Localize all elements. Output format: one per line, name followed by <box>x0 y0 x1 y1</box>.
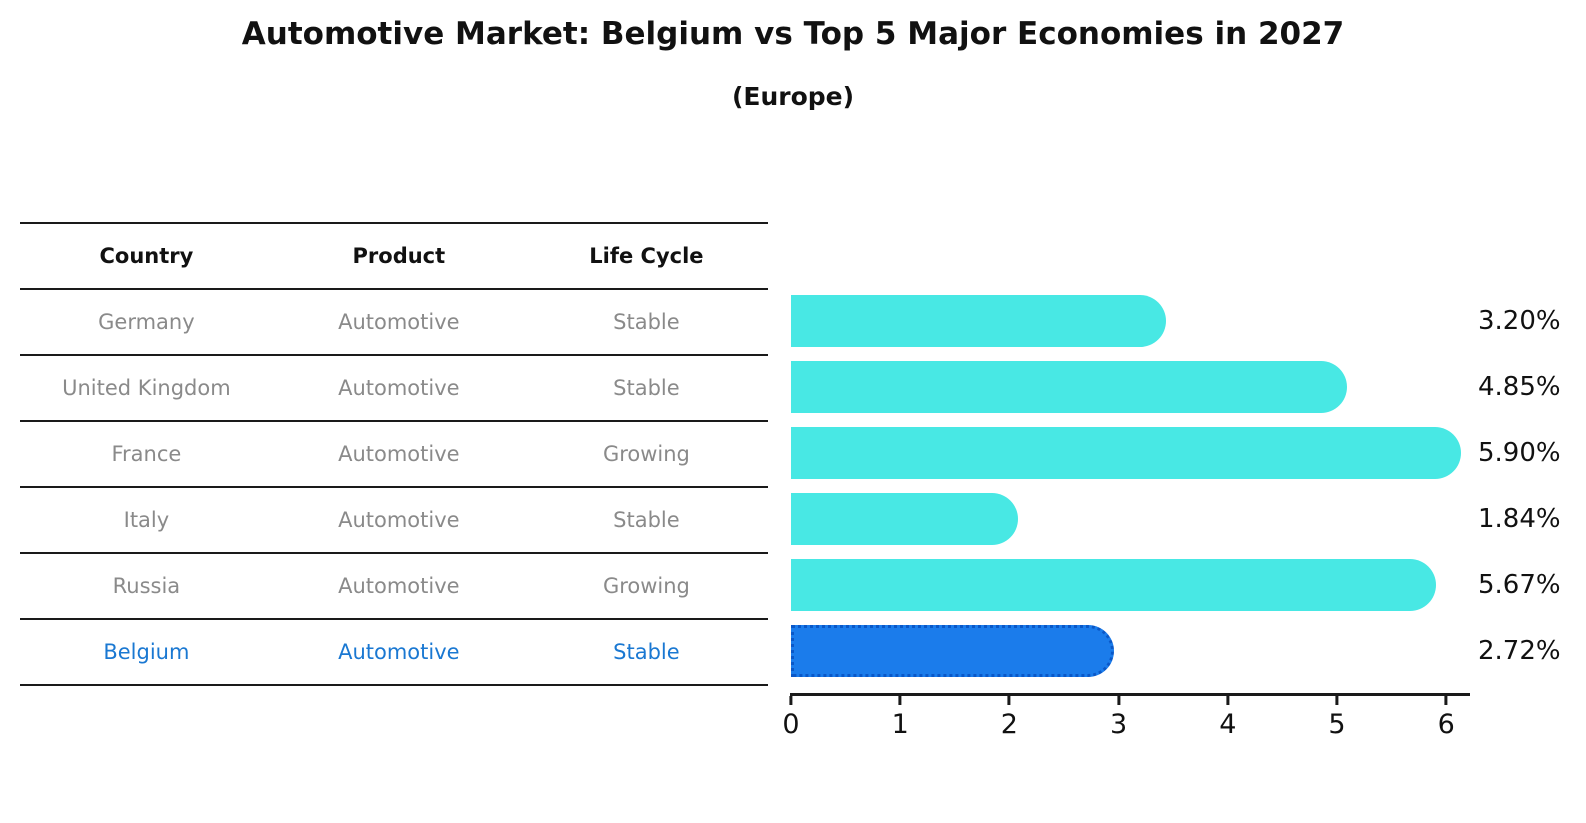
bar-russia <box>791 559 1437 611</box>
cell-life-cycle: Growing <box>602 573 690 598</box>
table-row-italy: Italy Automotive Stable <box>20 488 768 554</box>
tick-label: 5 <box>1328 709 1346 740</box>
cell-country: France <box>111 441 182 466</box>
cell-country: Belgium <box>103 639 190 664</box>
bar-united-kingdom <box>791 361 1347 413</box>
cell-product: Automotive <box>338 573 460 598</box>
tick-mark <box>1007 696 1011 705</box>
x-axis-tick-5: 5 <box>1328 696 1346 740</box>
tick-label: 4 <box>1219 709 1237 740</box>
x-axis-line <box>790 693 1470 696</box>
cell-product: Automotive <box>338 507 460 532</box>
table-row-germany: Germany Automotive Stable <box>20 290 768 356</box>
bar-france <box>791 427 1462 479</box>
cell-product: Automotive <box>338 309 460 334</box>
cell-life-cycle: Growing <box>602 441 690 466</box>
table-row-belgium: Belgium Automotive Stable <box>20 620 768 686</box>
bar-italy <box>791 493 1018 545</box>
x-axis-tick-1: 1 <box>892 696 909 738</box>
tick-label: 1 <box>891 709 909 740</box>
cell-life-cycle: Stable <box>613 309 680 334</box>
col-header-country: Country <box>99 243 194 268</box>
x-axis-tick-6: 6 <box>1438 696 1455 738</box>
table-row-russia: Russia Automotive Growing <box>20 554 768 620</box>
x-axis-tick-3: 3 <box>1110 696 1127 738</box>
table-header-row: Country Product Life Cycle <box>20 224 768 290</box>
tick-label: 3 <box>1110 709 1128 740</box>
cell-country: Italy <box>123 507 170 532</box>
cell-product: Automotive <box>338 375 460 400</box>
value-label-russia: 5.67% <box>1478 570 1561 600</box>
cell-product: Automotive <box>338 441 460 466</box>
value-label-germany: 3.20% <box>1478 306 1561 336</box>
value-label-united-kingdom: 4.85% <box>1478 372 1561 402</box>
cell-life-cycle: Stable <box>613 639 680 664</box>
country-table: Country Product Life Cycle Germany Autom… <box>20 222 768 686</box>
x-axis-tick-0: 0 <box>782 696 800 740</box>
col-header-life-cycle: Life Cycle <box>589 243 704 268</box>
value-label-belgium: 2.72% <box>1478 636 1561 666</box>
cell-life-cycle: Stable <box>613 507 680 532</box>
cell-product: Automotive <box>338 639 460 664</box>
value-label-france: 5.90% <box>1478 438 1561 468</box>
cell-country: United Kingdom <box>62 375 231 400</box>
tick-label: 2 <box>1000 709 1018 740</box>
cell-country: Russia <box>112 573 181 598</box>
tick-label: 0 <box>782 709 800 740</box>
table-row-united-kingdom: United Kingdom Automotive Stable <box>20 356 768 422</box>
tick-mark <box>789 696 793 705</box>
bar-germany <box>791 295 1167 347</box>
tick-mark <box>1117 696 1121 705</box>
x-axis-tick-2: 2 <box>1001 696 1018 738</box>
cell-country: Germany <box>98 309 195 334</box>
col-header-product: Product <box>352 243 446 268</box>
tick-label: 6 <box>1437 709 1455 740</box>
tick-mark <box>1335 696 1339 705</box>
x-axis-tick-4: 4 <box>1219 696 1236 738</box>
table-row-france: France Automotive Growing <box>20 422 768 488</box>
tick-mark <box>898 696 902 705</box>
value-label-italy: 1.84% <box>1478 504 1561 534</box>
chart-subtitle: (Europe) <box>731 82 855 111</box>
bar-belgium-highlighted <box>791 625 1115 677</box>
cell-life-cycle: Stable <box>613 375 680 400</box>
chart-title: Automotive Market: Belgium vs Top 5 Majo… <box>241 16 1345 52</box>
tick-mark <box>1444 696 1448 705</box>
tick-mark <box>1226 696 1230 705</box>
